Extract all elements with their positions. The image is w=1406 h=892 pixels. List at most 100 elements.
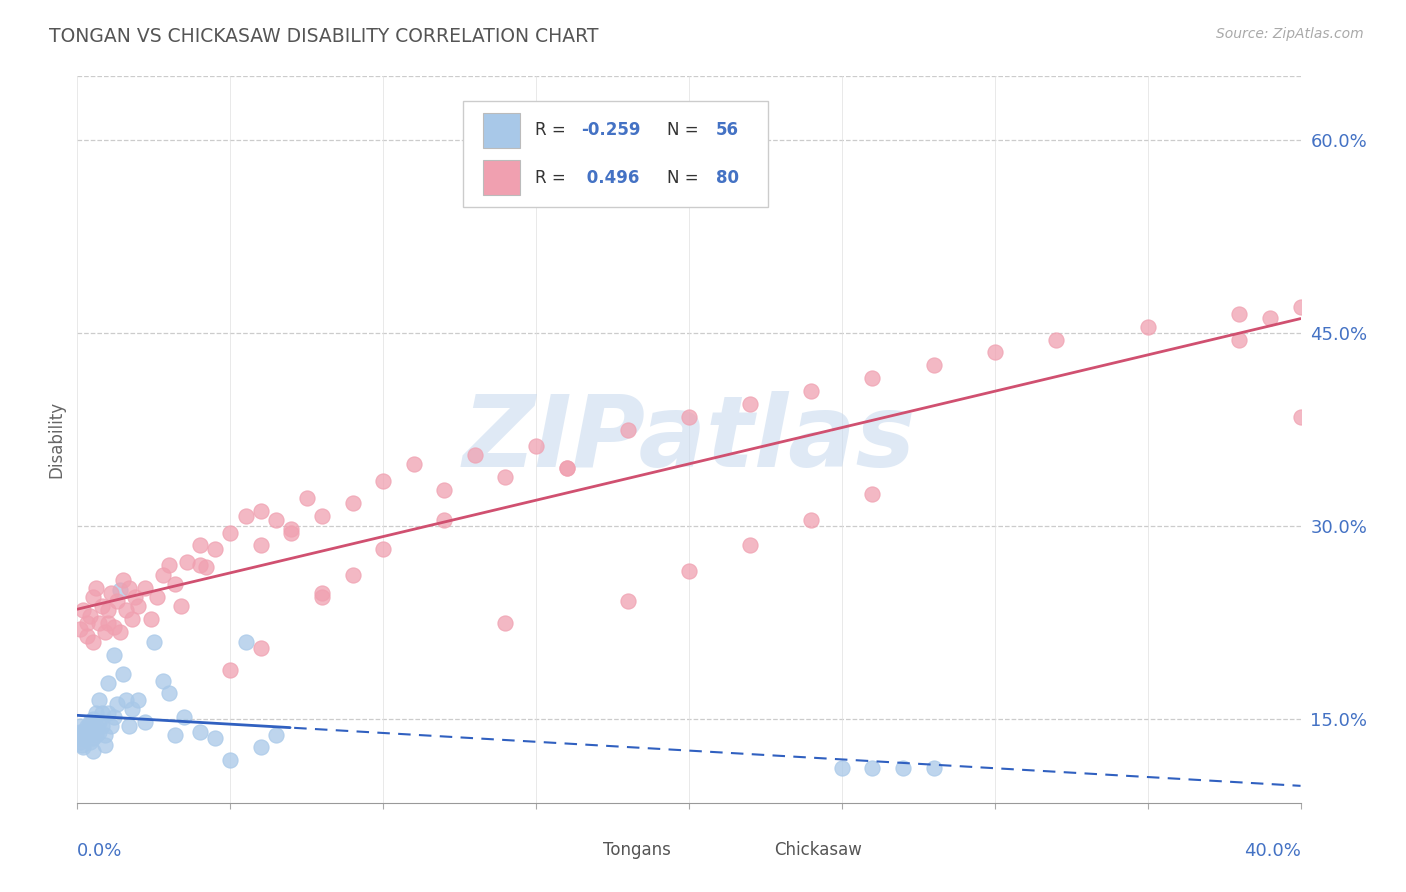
Point (72, 725, 94, 739)
Point (82, 712, 104, 726)
Point (121, 702, 143, 716)
Point (280, 522, 302, 536)
Point (134, 581, 156, 595)
Point (555, 461, 578, 475)
Point (97, 676, 120, 690)
Point (142, 635, 165, 649)
Point (311, 590, 333, 604)
Point (84, 728, 107, 742)
Point (495, 470, 517, 484)
Point (740, 539, 762, 553)
FancyBboxPatch shape (463, 102, 769, 207)
Point (69, 735, 91, 749)
Point (250, 641, 273, 656)
Point (165, 728, 187, 742)
Point (250, 740, 273, 755)
Text: R =: R = (534, 169, 571, 186)
Point (235, 635, 257, 649)
Point (124, 590, 146, 604)
Point (118, 581, 141, 595)
Point (79, 735, 101, 749)
Point (1229, 307, 1251, 321)
Point (127, 599, 149, 613)
Text: -0.259: -0.259 (581, 121, 641, 139)
Point (79, 728, 101, 742)
Point (76, 718, 98, 732)
Text: Chickasaw: Chickasaw (775, 841, 862, 859)
Text: ZIPatlas: ZIPatlas (463, 391, 915, 488)
Point (100, 718, 122, 732)
Point (97, 615, 120, 630)
Point (555, 461, 578, 475)
Point (188, 539, 211, 553)
Text: Tongans: Tongans (603, 841, 671, 859)
Point (862, 487, 884, 501)
Point (311, 508, 333, 523)
Point (264, 728, 287, 742)
Point (112, 573, 135, 587)
Point (72, 740, 94, 755)
Point (82, 723, 104, 737)
Point (891, 761, 914, 775)
Point (188, 558, 211, 572)
Point (250, 539, 273, 553)
Text: Source: ZipAtlas.com: Source: ZipAtlas.com (1216, 27, 1364, 41)
Point (94, 728, 117, 742)
Point (70, 738, 93, 752)
Point (342, 568, 364, 582)
Point (76, 723, 98, 737)
Point (97, 706, 120, 720)
FancyBboxPatch shape (561, 836, 591, 863)
Point (194, 560, 217, 574)
Point (84, 718, 107, 732)
Point (617, 423, 640, 437)
Text: 56: 56 (716, 121, 738, 139)
Point (1136, 319, 1159, 334)
FancyBboxPatch shape (484, 161, 520, 195)
Point (103, 619, 125, 633)
Point (311, 586, 333, 600)
Point (464, 449, 486, 463)
Point (176, 555, 198, 569)
Point (69, 725, 91, 739)
Point (862, 761, 884, 775)
Text: R =: R = (534, 121, 571, 139)
Point (922, 359, 945, 373)
Text: 80: 80 (716, 169, 738, 186)
Point (433, 513, 456, 527)
Point (204, 542, 226, 557)
Point (87, 714, 110, 729)
Point (90, 706, 112, 720)
Point (678, 564, 700, 578)
Point (165, 577, 187, 591)
Point (105, 697, 128, 711)
Point (72, 731, 94, 746)
Point (105, 594, 128, 608)
Point (1229, 333, 1251, 347)
Point (100, 586, 122, 600)
Point (800, 513, 823, 527)
Point (188, 725, 211, 739)
Point (433, 483, 456, 497)
Text: 0.0%: 0.0% (77, 842, 122, 860)
Point (250, 504, 273, 518)
Point (84, 706, 107, 720)
Point (87, 725, 110, 739)
Point (146, 590, 169, 604)
Point (402, 458, 425, 472)
Point (152, 673, 174, 688)
Point (157, 686, 180, 700)
Text: 40.0%: 40.0% (1244, 842, 1301, 860)
Text: TONGAN VS CHICKASAW DISABILITY CORRELATION CHART: TONGAN VS CHICKASAW DISABILITY CORRELATI… (49, 27, 599, 45)
Point (204, 731, 226, 746)
Point (173, 709, 195, 723)
Point (139, 612, 162, 626)
Point (90, 718, 112, 732)
Point (84, 581, 107, 595)
Point (108, 583, 131, 598)
Point (82, 635, 104, 649)
Point (157, 558, 180, 572)
Text: N =: N = (666, 169, 704, 186)
Point (97, 603, 120, 617)
Point (82, 744, 104, 758)
